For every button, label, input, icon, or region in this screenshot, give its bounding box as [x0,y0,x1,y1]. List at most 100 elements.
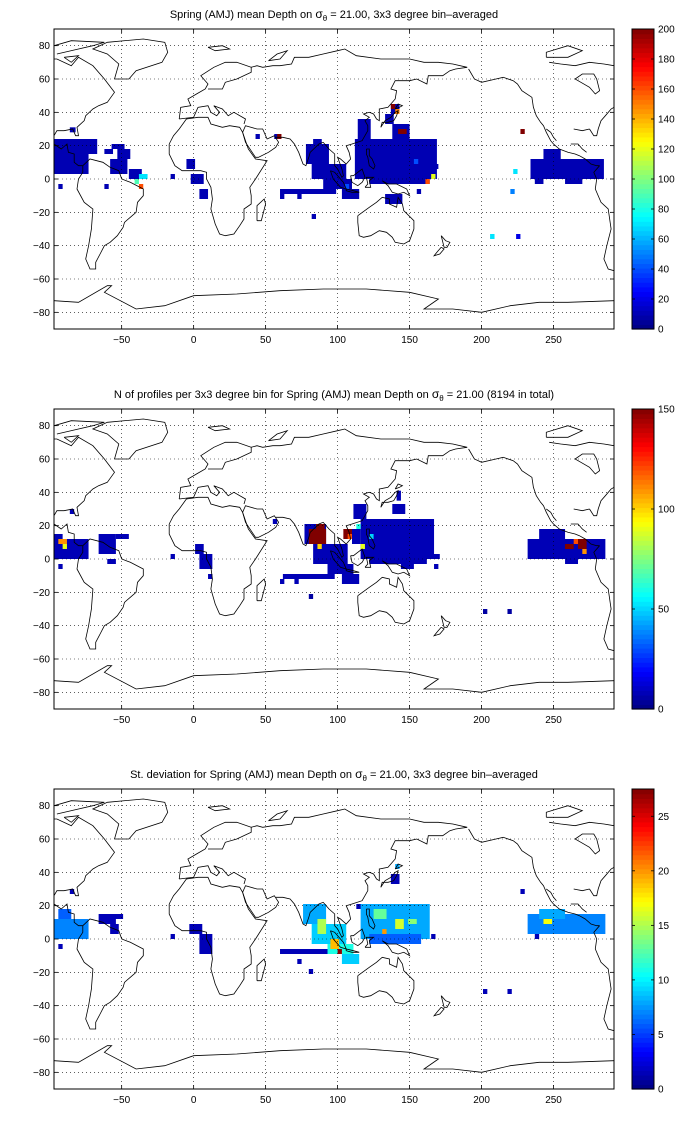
data-bin [282,574,335,579]
coastline [256,198,267,222]
data-bin [138,184,144,189]
y-tick-label: −20 [33,968,50,979]
y-tick-label: 20 [39,521,51,532]
coastline [54,800,105,815]
y-tick-label: −80 [33,308,50,319]
data-bin [280,194,285,199]
x-tick-label: 250 [545,715,562,726]
coastline [546,508,557,521]
data-bin [482,989,488,994]
coastline [91,38,169,80]
y-tick-label: 60 [39,75,51,86]
coastline [179,105,246,125]
coastline [546,888,557,901]
y-tick-label: 20 [39,901,51,912]
coastline [207,45,232,52]
data-bin [392,504,406,514]
data-bin [255,134,260,139]
data-bin [69,509,75,514]
y-tick-label: −20 [33,588,50,599]
colorbar-tick-label: 120 [658,145,675,156]
data-bin [534,934,540,939]
coastline [54,665,614,693]
data-bin [510,189,515,194]
coastline [381,560,411,577]
data-bin [317,544,322,549]
coastline [345,188,360,193]
data-bin [313,139,322,144]
data-bin [69,889,75,894]
y-tick-label: −80 [33,688,50,699]
data-bin [565,179,583,184]
coastline [54,1045,614,1073]
coastline [54,420,105,435]
data-bin [369,174,430,184]
coastline [381,940,411,957]
coastline [178,441,252,500]
coastline [168,116,268,237]
colorbar: 0 5 10 15 20 25 [631,788,670,1096]
data-bin [351,529,361,544]
data-bin [58,944,63,949]
chart-title: N of profiles per 3x3 degree bin for Spr… [114,387,554,403]
data-bin [507,609,512,614]
coastline [366,908,376,930]
colorbar-tick-label: 15 [658,921,670,932]
colorbar-tick-label: 140 [658,115,675,126]
x-tick-label: 0 [191,1095,197,1106]
y-tick-label: −20 [33,208,50,219]
colorbar: 0 20 40 60 80 100 120 140 160 180 200 [631,25,675,336]
data-bin [434,564,439,569]
data-bin [539,909,566,919]
coastline [574,833,601,855]
colorbar-tick-label: 100 [658,505,675,516]
coastline [54,40,105,55]
data-bin [353,504,367,519]
data-bin [565,544,574,549]
coastline [432,626,445,637]
data-bin [390,874,400,884]
coastline [251,428,468,558]
data-bin [396,490,401,501]
data-bin [54,154,89,174]
coastline [589,866,614,897]
coastline [545,805,584,818]
coastline [545,45,584,58]
data-bin [534,179,544,184]
coastline [54,285,614,313]
colorbar-tick-label: 100 [658,175,675,186]
data-bin [390,104,396,109]
x-tick-label: 0 [191,715,197,726]
y-tick-label: 80 [39,421,51,432]
coastline [570,523,587,533]
coastline [573,508,590,512]
coastline [549,821,614,827]
data-bin [354,139,437,179]
coastline [345,568,360,573]
coastline [178,61,252,120]
coastline [432,246,445,257]
coastline [251,808,468,938]
data-bin [297,959,302,964]
data-bin [170,554,175,559]
coastline [380,109,399,128]
data-bin [341,189,360,199]
colorbar-tick-label: 0 [658,325,664,336]
coastline [593,545,614,652]
data-bin [277,134,282,139]
data-bin [134,179,139,184]
coastline [468,68,600,167]
data-bin [54,919,89,939]
data-bin [199,189,209,199]
coastline [54,56,115,167]
coastline [364,556,375,568]
y-tick-label: 40 [39,868,51,879]
x-tick-label: 100 [329,715,346,726]
data-bin [482,609,488,614]
colorbar-tick-label: 10 [658,975,670,986]
y-tick-label: −60 [33,655,50,666]
data-bin [111,144,125,149]
x-tick-label: 250 [545,335,562,346]
data-bin [170,174,175,179]
